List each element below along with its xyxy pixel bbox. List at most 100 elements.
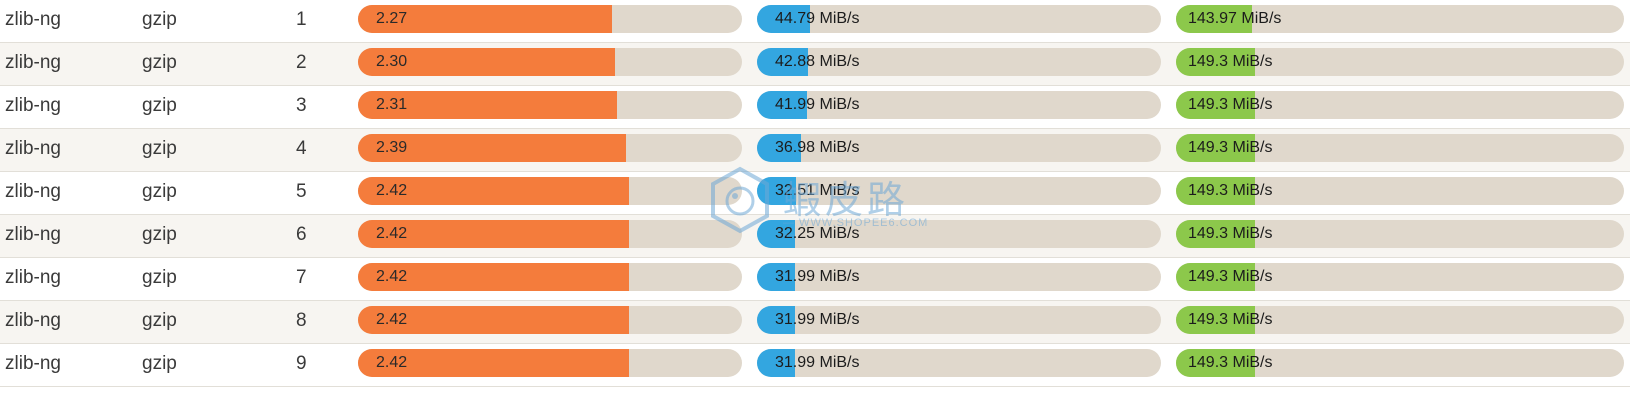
decompress-speed-bar-fill [1176, 5, 1253, 33]
decompress-speed-value: 149.3 MiB/s [1188, 53, 1273, 70]
level-cell: 3 [296, 95, 307, 116]
decompress-speed-bar: 149.3 MiB/s [1176, 48, 1624, 76]
decompress-speed-value: 149.3 MiB/s [1188, 354, 1273, 371]
decompress-speed-bar-fill [1176, 349, 1255, 377]
ratio-bar-fill [358, 48, 616, 76]
format-cell: gzip [142, 138, 177, 159]
compress-speed-value: 36.98 MiB/s [775, 139, 860, 156]
ratio-bar-fill [358, 91, 617, 119]
decompress-speed-value: 149.3 MiB/s [1188, 311, 1273, 328]
ratio-bar-fill [358, 134, 626, 162]
format-cell: gzip [142, 224, 177, 245]
compress-speed-bar: 31.99 MiB/s [757, 306, 1161, 334]
decompress-speed-bar-fill [1176, 134, 1255, 162]
compress-speed-bar: 42.88 MiB/s [757, 48, 1161, 76]
compress-speed-bar-fill [757, 91, 807, 119]
library-cell: zlib-ng [5, 9, 61, 30]
library-cell: zlib-ng [5, 181, 61, 202]
ratio-value: 2.42 [376, 182, 408, 199]
compress-speed-bar-fill [757, 48, 808, 76]
compress-speed-value: 31.99 MiB/s [775, 354, 860, 371]
format-cell: gzip [142, 181, 177, 202]
table-row: zlib-ng gzip 9 2.42 31.99 MiB/s 149.3 Mi… [0, 344, 1630, 387]
compress-speed-bar: 32.25 MiB/s [757, 220, 1161, 248]
decompress-speed-bar-fill [1176, 91, 1255, 119]
compress-speed-bar-fill [757, 5, 811, 33]
benchmark-table: zlib-ng gzip 1 2.27 44.79 MiB/s 143.97 M… [0, 0, 1630, 387]
decompress-speed-bar: 143.97 MiB/s [1176, 5, 1624, 33]
compress-speed-bar: 32.51 MiB/s [757, 177, 1161, 205]
compress-speed-bar-fill [757, 134, 801, 162]
level-cell: 5 [296, 181, 307, 202]
level-cell: 4 [296, 138, 307, 159]
table-row: zlib-ng gzip 1 2.27 44.79 MiB/s 143.97 M… [0, 0, 1630, 43]
ratio-bar-fill [358, 263, 629, 291]
decompress-speed-bar-fill [1176, 177, 1255, 205]
ratio-value: 2.42 [376, 268, 408, 285]
library-cell: zlib-ng [5, 353, 61, 374]
compress-speed-bar: 36.98 MiB/s [757, 134, 1161, 162]
compress-speed-bar: 41.99 MiB/s [757, 91, 1161, 119]
ratio-bar: 2.27 [358, 5, 742, 33]
ratio-value: 2.31 [376, 96, 408, 113]
ratio-value: 2.42 [376, 225, 408, 242]
decompress-speed-bar: 149.3 MiB/s [1176, 134, 1624, 162]
ratio-bar: 2.42 [358, 220, 742, 248]
format-cell: gzip [142, 310, 177, 331]
decompress-speed-value: 149.3 MiB/s [1188, 225, 1273, 242]
ratio-bar: 2.42 [358, 177, 742, 205]
compress-speed-bar-fill [757, 306, 795, 334]
format-cell: gzip [142, 95, 177, 116]
level-cell: 1 [296, 9, 307, 30]
compress-speed-bar: 44.79 MiB/s [757, 5, 1161, 33]
decompress-speed-bar: 149.3 MiB/s [1176, 91, 1624, 119]
ratio-value: 2.39 [376, 139, 408, 156]
format-cell: gzip [142, 267, 177, 288]
decompress-speed-value: 149.3 MiB/s [1188, 96, 1273, 113]
compress-speed-value: 31.99 MiB/s [775, 311, 860, 328]
decompress-speed-value: 149.3 MiB/s [1188, 139, 1273, 156]
table-row: zlib-ng gzip 2 2.30 42.88 MiB/s 149.3 Mi… [0, 43, 1630, 86]
ratio-bar: 2.31 [358, 91, 742, 119]
ratio-bar-fill [358, 306, 629, 334]
ratio-value: 2.27 [376, 10, 408, 27]
decompress-speed-bar-fill [1176, 220, 1255, 248]
ratio-bar: 2.39 [358, 134, 742, 162]
format-cell: gzip [142, 52, 177, 73]
library-cell: zlib-ng [5, 310, 61, 331]
compress-speed-value: 42.88 MiB/s [775, 53, 860, 70]
ratio-bar: 2.42 [358, 263, 742, 291]
decompress-speed-value: 149.3 MiB/s [1188, 182, 1273, 199]
ratio-value: 2.30 [376, 53, 408, 70]
ratio-bar-fill [358, 349, 629, 377]
level-cell: 2 [296, 52, 307, 73]
compress-speed-value: 44.79 MiB/s [775, 10, 860, 27]
decompress-speed-value: 149.3 MiB/s [1188, 268, 1273, 285]
table-row: zlib-ng gzip 3 2.31 41.99 MiB/s 149.3 Mi… [0, 86, 1630, 129]
level-cell: 9 [296, 353, 307, 374]
decompress-speed-value: 143.97 MiB/s [1188, 10, 1282, 27]
decompress-speed-bar-fill [1176, 306, 1255, 334]
decompress-speed-bar-fill [1176, 48, 1255, 76]
library-cell: zlib-ng [5, 138, 61, 159]
decompress-speed-bar: 149.3 MiB/s [1176, 177, 1624, 205]
table-row: zlib-ng gzip 5 2.42 32.51 MiB/s 149.3 Mi… [0, 172, 1630, 215]
compress-speed-value: 32.25 MiB/s [775, 225, 860, 242]
compress-speed-bar: 31.99 MiB/s [757, 349, 1161, 377]
ratio-bar-fill [358, 177, 629, 205]
compress-speed-value: 41.99 MiB/s [775, 96, 860, 113]
library-cell: zlib-ng [5, 224, 61, 245]
ratio-bar: 2.42 [358, 306, 742, 334]
level-cell: 8 [296, 310, 307, 331]
format-cell: gzip [142, 353, 177, 374]
ratio-bar-fill [358, 5, 613, 33]
compress-speed-bar: 31.99 MiB/s [757, 263, 1161, 291]
library-cell: zlib-ng [5, 52, 61, 73]
format-cell: gzip [142, 9, 177, 30]
table-row: zlib-ng gzip 8 2.42 31.99 MiB/s 149.3 Mi… [0, 301, 1630, 344]
ratio-bar-fill [358, 220, 629, 248]
ratio-value: 2.42 [376, 354, 408, 371]
decompress-speed-bar: 149.3 MiB/s [1176, 306, 1624, 334]
ratio-bar: 2.30 [358, 48, 742, 76]
compress-speed-value: 32.51 MiB/s [775, 182, 860, 199]
